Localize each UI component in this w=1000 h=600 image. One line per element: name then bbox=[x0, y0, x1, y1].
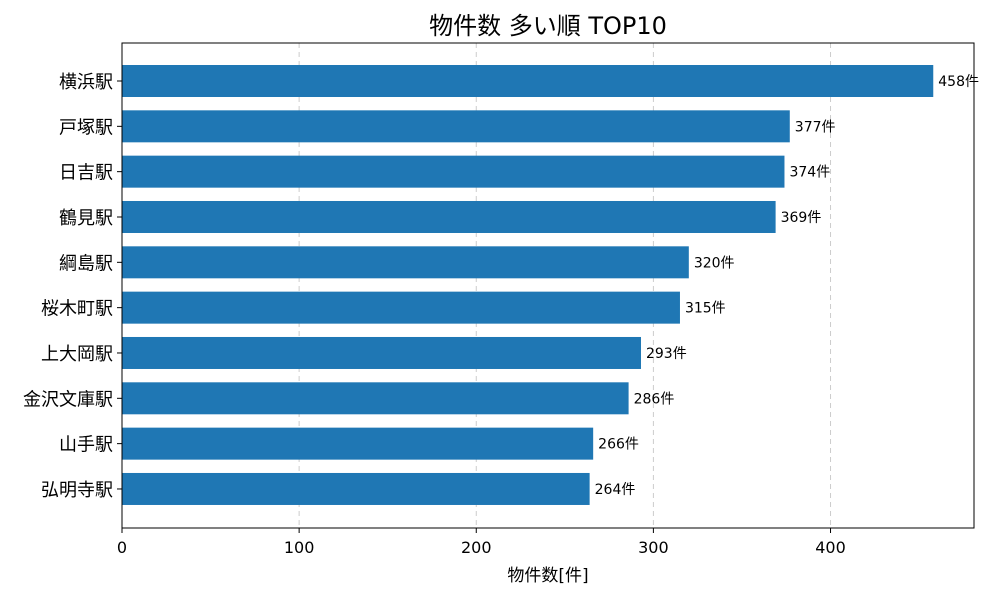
category-label: 日吉駅 bbox=[59, 163, 113, 184]
data-label: 458件 bbox=[938, 74, 979, 90]
category-label: 弘明寺駅 bbox=[41, 480, 113, 501]
bar bbox=[122, 200, 776, 233]
category-label: 戸塚駅 bbox=[59, 117, 113, 138]
data-label: 286件 bbox=[634, 391, 675, 407]
bar bbox=[122, 336, 641, 369]
category-label: 上大岡駅 bbox=[41, 344, 113, 365]
category-label: 山手駅 bbox=[59, 435, 113, 456]
data-label: 374件 bbox=[789, 165, 830, 181]
data-label: 266件 bbox=[598, 437, 639, 453]
bar bbox=[122, 472, 590, 505]
bar bbox=[122, 155, 785, 188]
category-label: 鶴見駅 bbox=[59, 208, 113, 229]
data-label: 293件 bbox=[646, 346, 687, 362]
data-label: 377件 bbox=[795, 119, 836, 135]
bar bbox=[122, 291, 680, 324]
data-labels: 458件 377件 374件 369件 320件 315件 293件 286件 266件 264件 bbox=[595, 74, 979, 498]
x-axis-label: 物件数[件] bbox=[507, 566, 588, 586]
bar bbox=[122, 110, 790, 143]
x-tick-label: 200 bbox=[461, 538, 492, 557]
x-tick-label: 300 bbox=[638, 538, 669, 557]
data-label: 264件 bbox=[595, 482, 636, 498]
plot-frame bbox=[121, 42, 975, 529]
bar bbox=[122, 246, 689, 279]
data-label: 320件 bbox=[694, 255, 735, 271]
x-tick-label: 100 bbox=[284, 538, 315, 557]
data-label: 315件 bbox=[685, 301, 726, 317]
x-tick-label: 400 bbox=[815, 538, 846, 557]
x-tick-label: 0 bbox=[117, 538, 127, 557]
bar bbox=[122, 65, 934, 97]
category-label: 桜木町駅 bbox=[41, 299, 113, 320]
bars-group bbox=[122, 65, 934, 505]
x-axis-ticks: 0 100 200 300 400 bbox=[117, 528, 846, 557]
category-label: 横浜駅 bbox=[59, 72, 113, 93]
chart-title: 物件数 多い順 TOP10 bbox=[429, 12, 667, 40]
data-label: 369件 bbox=[781, 210, 822, 226]
category-label: 金沢文庫駅 bbox=[23, 389, 113, 410]
bar bbox=[122, 427, 594, 460]
category-label: 綱島駅 bbox=[59, 253, 113, 274]
bar bbox=[122, 382, 629, 415]
